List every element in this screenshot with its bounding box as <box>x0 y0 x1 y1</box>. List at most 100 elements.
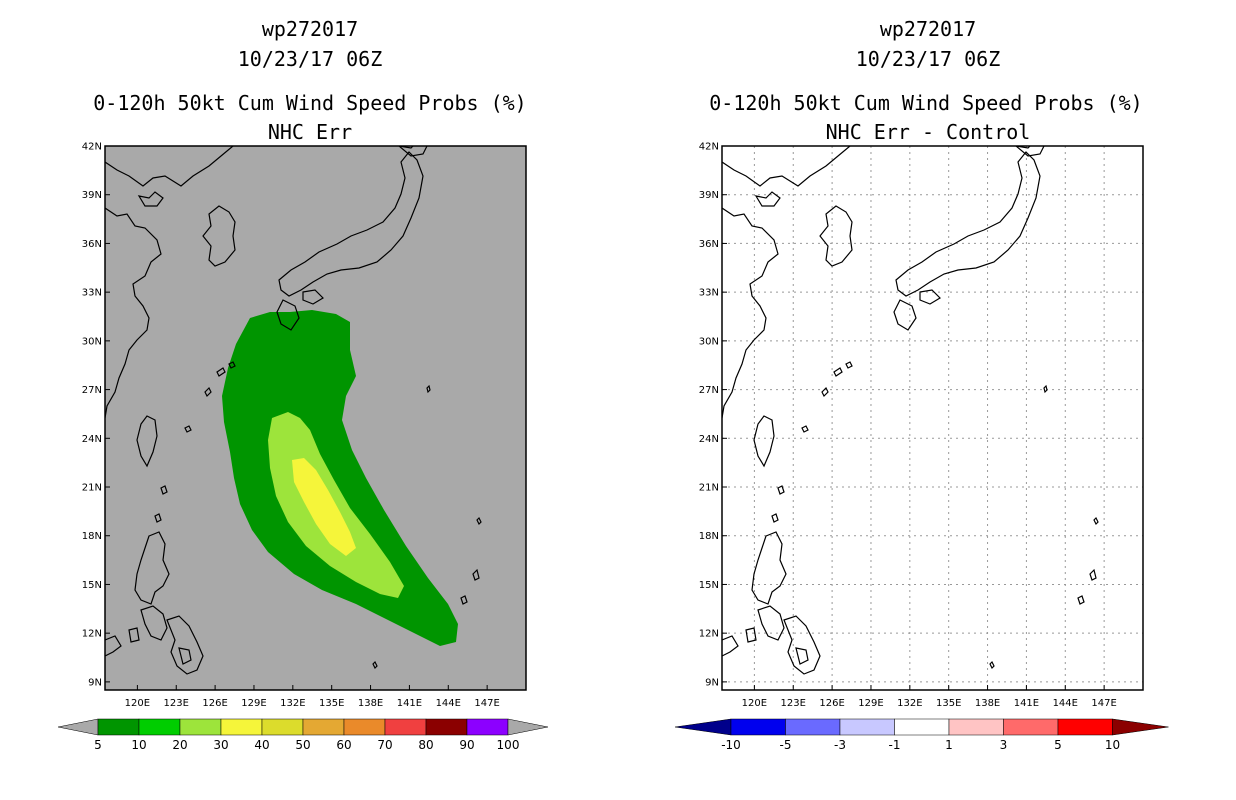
left-colorbar: 5 10 20 30 40 50 60 70 80 90 100 <box>57 718 549 752</box>
colorbar-label: -1 <box>889 738 901 752</box>
right-map-frame <box>721 145 1144 691</box>
left-storm-id: wp272017 <box>261 17 359 41</box>
left-map: 120E 123E 126E 129E 132E 135E 138E 141E 144E 147E… <box>82 142 527 709</box>
y-tick-label: 15N <box>699 580 719 591</box>
right-gridlines <box>722 145 1143 690</box>
y-tick-label: 21N <box>699 483 719 494</box>
x-tick-label: 138E <box>975 698 1000 709</box>
y-tick-label: 24N <box>699 434 719 445</box>
colorbar-swatch <box>839 718 895 736</box>
y-tick-label: 33N <box>699 288 719 299</box>
colorbar-swatch <box>302 718 345 736</box>
x-tick-label: 147E <box>1091 698 1116 709</box>
y-tick-label: 12N <box>82 629 102 640</box>
colorbar-label: 3 <box>1000 738 1008 752</box>
contour-5 <box>222 310 458 646</box>
contour-30 <box>292 458 356 556</box>
colorbar-label: 5 <box>94 738 102 752</box>
x-tick-label: 123E <box>781 698 806 709</box>
x-tick-label: 144E <box>436 698 461 709</box>
x-tick-label: 123E <box>164 698 189 709</box>
y-tick-label: 9N <box>705 677 719 688</box>
colorbar-label: -3 <box>834 738 846 752</box>
x-tick-label: 126E <box>819 698 844 709</box>
x-tick-label: 132E <box>280 698 305 709</box>
colorbar-label: -10 <box>721 738 741 752</box>
y-tick-label: 24N <box>82 434 102 445</box>
colorbar-upper-arrow <box>1112 718 1169 736</box>
left-chart-title: 0-120h 50kt Cum Wind Speed Probs (%) <box>93 91 527 115</box>
x-tick-label: 126E <box>202 698 227 709</box>
colorbar-label: 50 <box>295 738 310 752</box>
right-map: 120E 123E 126E 129E 132E 135E 138E 141E 144E 147E… <box>699 142 1144 710</box>
right-chart-title: 0-120h 50kt Cum Wind Speed Probs (%) <box>709 91 1143 115</box>
colorbar-label: -5 <box>780 738 792 752</box>
colorbar-swatch <box>948 718 1004 736</box>
y-tick-label: 30N <box>699 336 719 347</box>
colorbar-swatch <box>785 718 841 736</box>
colorbar-label: 10 <box>1105 738 1120 752</box>
y-tick-label: 36N <box>699 239 719 250</box>
colorbar-label: 40 <box>254 738 269 752</box>
x-tick-label: 141E <box>397 698 422 709</box>
y-tick-label: 21N <box>82 483 102 494</box>
x-tick-label: 135E <box>319 698 344 709</box>
y-tick-label: 27N <box>82 385 102 396</box>
colorbar-label: 20 <box>172 738 187 752</box>
y-tick-label: 18N <box>699 531 719 542</box>
x-tick-label: 147E <box>474 698 499 709</box>
right-axes: 120E 123E 126E 129E 132E 135E 138E 141E 144E 147E… <box>699 142 1117 710</box>
y-tick-label: 9N <box>88 677 102 688</box>
y-tick-label: 36N <box>82 239 102 250</box>
right-map-background <box>722 146 1143 690</box>
right-colorbar: -10 -5 -3 -1 1 3 5 10 <box>674 718 1169 752</box>
colorbar-label: 80 <box>418 738 433 752</box>
colorbar-swatch <box>179 718 222 736</box>
colorbar-swatch <box>384 718 427 736</box>
colorbar-swatch <box>425 718 468 736</box>
colorbar-swatch <box>730 718 786 736</box>
x-tick-label: 144E <box>1053 698 1078 709</box>
x-tick-label: 120E <box>125 698 150 709</box>
colorbar-swatch <box>343 718 386 736</box>
y-tick-label: 30N <box>82 336 102 347</box>
y-tick-label: 33N <box>82 288 102 299</box>
colorbar-label: 100 <box>497 738 520 752</box>
x-tick-label: 129E <box>241 698 266 709</box>
colorbar-swatch <box>97 718 140 736</box>
colorbar-lower-arrow <box>674 718 732 736</box>
colorbar-swatch <box>466 718 509 736</box>
colorbar-swatch <box>1003 718 1059 736</box>
colorbar-label: 70 <box>377 738 392 752</box>
x-tick-label: 132E <box>897 698 922 709</box>
right-datetime: 10/23/17 06Z <box>855 47 1001 71</box>
colorbar-swatch <box>220 718 263 736</box>
colorbar-upper-arrow <box>507 718 549 736</box>
y-tick-label: 12N <box>699 629 719 640</box>
colorbar-label: 1 <box>945 738 953 752</box>
colorbar-swatch <box>261 718 304 736</box>
colorbar-label: 30 <box>213 738 228 752</box>
y-tick-label: 42N <box>82 142 102 153</box>
right-storm-id: wp272017 <box>879 17 977 41</box>
probability-contours <box>222 310 458 646</box>
colorbar-swatch <box>894 718 950 736</box>
y-tick-label: 39N <box>82 190 102 201</box>
y-tick-label: 39N <box>699 190 719 201</box>
colorbar-swatch <box>138 718 181 736</box>
y-tick-label: 18N <box>82 531 102 542</box>
colorbar-swatch <box>1057 718 1113 736</box>
x-tick-label: 129E <box>858 698 883 709</box>
x-tick-label: 135E <box>936 698 961 709</box>
x-tick-label: 138E <box>358 698 383 709</box>
colorbar-label: 10 <box>131 738 146 752</box>
right-chart-subtitle: NHC Err - Control <box>825 120 1031 144</box>
colorbar-lower-arrow <box>57 718 99 736</box>
colorbar-label: 90 <box>459 738 474 752</box>
left-chart-subtitle: NHC Err <box>267 120 353 144</box>
y-tick-label: 15N <box>82 580 102 591</box>
y-tick-label: 42N <box>699 142 719 153</box>
x-tick-label: 141E <box>1014 698 1039 709</box>
left-datetime: 10/23/17 06Z <box>237 47 383 71</box>
